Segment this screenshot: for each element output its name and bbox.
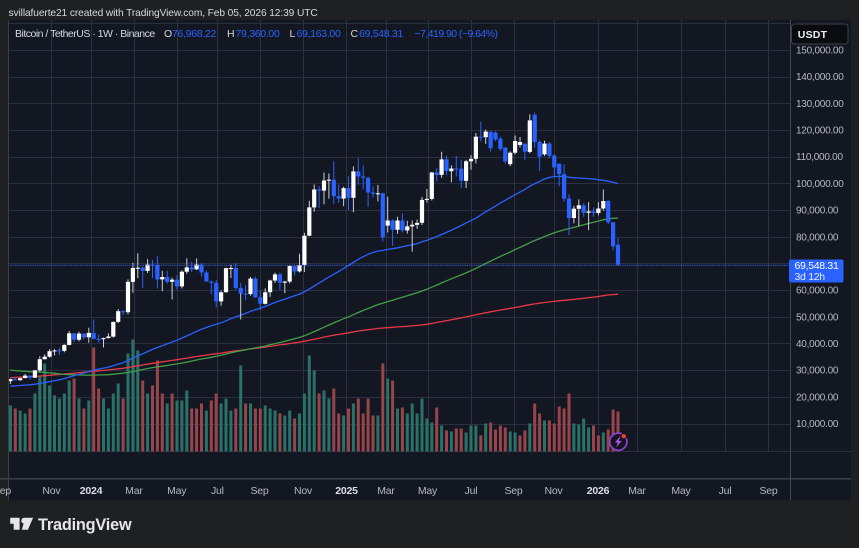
- svg-text:Mar: Mar: [125, 485, 143, 497]
- svg-text:150,000.00: 150,000.00: [796, 46, 844, 57]
- svg-text:110,000.00: 110,000.00: [796, 152, 843, 163]
- svg-text:TradingView: TradingView: [38, 516, 132, 534]
- svg-text:80,000.00: 80,000.00: [796, 232, 839, 243]
- svg-text:May: May: [671, 485, 691, 497]
- svg-text:L: L: [290, 28, 296, 40]
- svg-text:10,000.00: 10,000.00: [796, 419, 839, 430]
- svg-text:Bitcoin / TetherUS · 1W · Bina: Bitcoin / TetherUS · 1W · Binance: [15, 28, 155, 40]
- svg-text:May: May: [167, 485, 187, 497]
- svg-text:69,548.31: 69,548.31: [359, 28, 403, 40]
- svg-text:Sep: Sep: [0, 485, 11, 497]
- svg-text:Jul: Jul: [211, 485, 224, 497]
- svg-text:50,000.00: 50,000.00: [796, 312, 839, 323]
- svg-text:USDT: USDT: [798, 29, 828, 41]
- svg-text:Mar: Mar: [628, 485, 646, 497]
- svg-text:2026: 2026: [587, 485, 610, 497]
- svg-text:140,000.00: 140,000.00: [796, 72, 844, 83]
- svg-text:C: C: [351, 28, 359, 40]
- svg-text:130,000.00: 130,000.00: [796, 99, 844, 110]
- svg-text:Mar: Mar: [377, 485, 395, 497]
- svg-text:Jul: Jul: [719, 485, 732, 497]
- svg-text:H: H: [227, 28, 234, 40]
- svg-text:3d 12h: 3d 12h: [795, 271, 826, 283]
- svg-text:79,360.00: 79,360.00: [236, 28, 280, 40]
- svg-text:69,163.00: 69,163.00: [297, 28, 341, 40]
- svg-text:May: May: [418, 485, 438, 497]
- svg-text:Jul: Jul: [465, 485, 478, 497]
- svg-text:40,000.00: 40,000.00: [796, 339, 839, 350]
- svg-text:svillafuerte21 created with Tr: svillafuerte21 created with TradingView.…: [9, 8, 318, 19]
- svg-text:Nov: Nov: [294, 485, 313, 497]
- svg-text:O: O: [164, 28, 172, 40]
- svg-text:90,000.00: 90,000.00: [796, 206, 839, 217]
- svg-text:100,000.00: 100,000.00: [796, 179, 844, 190]
- svg-text:76,968.22: 76,968.22: [172, 28, 216, 40]
- svg-text:Nov: Nov: [42, 485, 61, 497]
- svg-text:−7,419.90 (−9.64%): −7,419.90 (−9.64%): [415, 28, 498, 40]
- svg-text:20,000.00: 20,000.00: [796, 392, 839, 403]
- svg-text:60,000.00: 60,000.00: [796, 286, 839, 297]
- svg-text:Sep: Sep: [504, 485, 522, 497]
- svg-text:Sep: Sep: [250, 485, 268, 497]
- svg-text:30,000.00: 30,000.00: [796, 366, 839, 377]
- svg-text:120,000.00: 120,000.00: [796, 126, 844, 137]
- svg-text:Sep: Sep: [759, 485, 777, 497]
- svg-text:2025: 2025: [335, 485, 358, 497]
- svg-text:Nov: Nov: [544, 485, 563, 497]
- svg-text:69,548.31: 69,548.31: [795, 260, 839, 272]
- svg-text:2024: 2024: [80, 485, 103, 497]
